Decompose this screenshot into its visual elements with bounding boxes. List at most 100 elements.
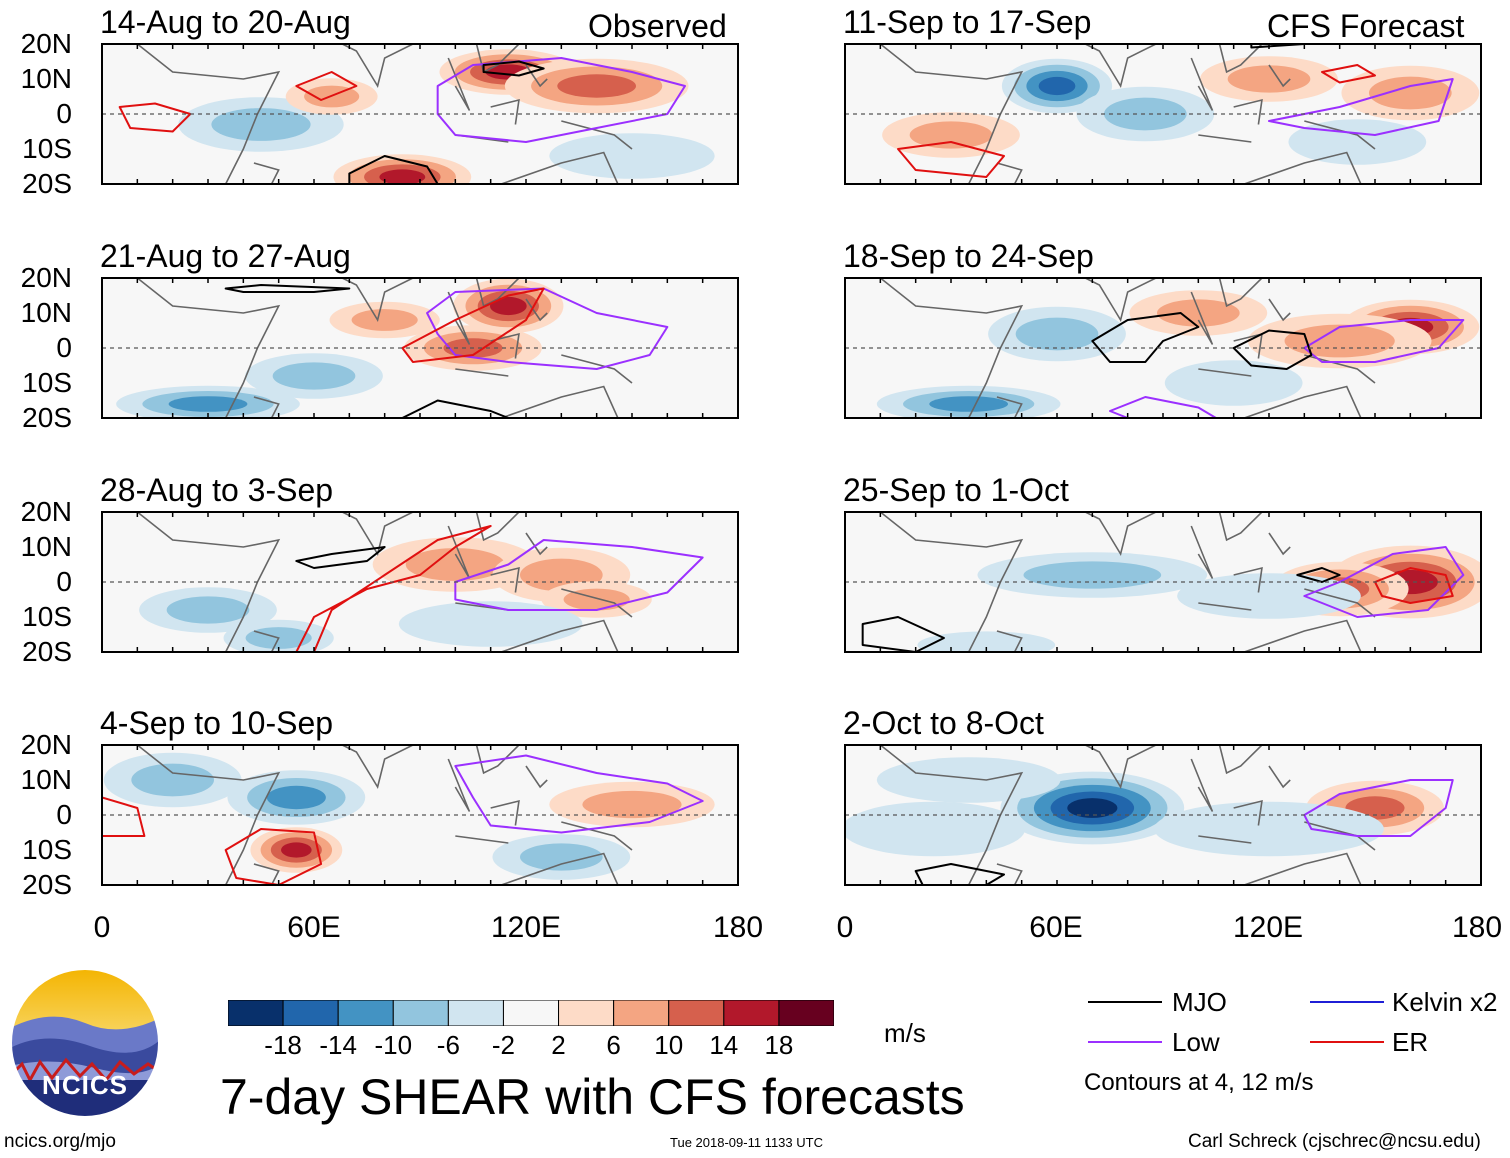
shear-anomaly-area xyxy=(1154,801,1384,857)
lat-tick-label: 10N xyxy=(20,297,72,328)
contour-black xyxy=(1296,567,1341,583)
lat-tick-label: 10N xyxy=(20,531,72,562)
contour-red xyxy=(1374,567,1454,604)
lat-tick-label: 20N xyxy=(20,496,72,527)
coastline xyxy=(136,745,633,885)
shear-anomaly-area xyxy=(1227,65,1311,93)
contour-black xyxy=(224,284,351,293)
coastline xyxy=(136,278,633,418)
colorbar-swatch xyxy=(337,999,394,1027)
shear-anomaly-area xyxy=(489,296,527,316)
shear-anomaly-area xyxy=(1284,324,1395,358)
coastline xyxy=(879,44,1376,184)
colorbar-swatch xyxy=(613,999,670,1027)
map-panel xyxy=(844,744,1482,886)
lon-tick-left-60e: 60E xyxy=(287,911,341,944)
shear-anomaly-area xyxy=(272,362,356,390)
colorbar-tick-label: -6 xyxy=(436,1030,460,1060)
legend-label-mjo: MJO xyxy=(1172,987,1227,1017)
contour-black xyxy=(1232,329,1313,370)
lat-tick-label: 20N xyxy=(20,28,72,59)
coastline xyxy=(879,512,1376,652)
contour-red xyxy=(295,525,492,652)
ncics-logo-graphic xyxy=(10,968,160,1118)
shear-anomaly-area xyxy=(876,757,1061,803)
shear-anomaly-area xyxy=(1038,76,1076,96)
shear-anomaly-area xyxy=(519,843,603,871)
contour-black xyxy=(401,399,510,418)
colorbar-tick-label: -10 xyxy=(374,1030,413,1060)
map-panel xyxy=(844,511,1482,653)
colorbar-swatch xyxy=(723,999,780,1027)
shear-anomaly-area xyxy=(351,309,418,331)
contour-black xyxy=(861,616,945,652)
lat-tick-label: 10N xyxy=(20,764,72,795)
map-panel xyxy=(101,744,739,886)
colorbar-tick-label: -2 xyxy=(491,1030,516,1060)
panel-title: 14-Aug to 20-Aug xyxy=(100,4,351,40)
lon-tick-right-180: 180 xyxy=(1451,911,1503,944)
contour-red xyxy=(897,141,1005,178)
map-panel xyxy=(101,43,739,185)
lat-tick-label: 20N xyxy=(20,729,72,760)
legend-label-kelvin: Kelvin x2 xyxy=(1392,987,1498,1017)
panel-tag: CFS Forecast xyxy=(1267,8,1465,44)
shear-anomaly-area xyxy=(1015,317,1099,351)
shear-anomaly-area xyxy=(1177,573,1361,619)
colorbar-swatch xyxy=(282,999,339,1027)
colorbar-swatch xyxy=(558,999,615,1027)
contour-purple xyxy=(454,539,704,611)
contour-red xyxy=(1321,64,1376,84)
shear-anomaly-area xyxy=(557,74,637,98)
site-link[interactable]: ncics.org/mjo xyxy=(4,1131,116,1152)
contour-black xyxy=(482,60,545,77)
legend-label-er: ER xyxy=(1392,1027,1429,1057)
panel-title: 21-Aug to 27-Aug xyxy=(100,238,351,274)
shear-anomaly-area xyxy=(1023,561,1162,589)
colorbar-swatch xyxy=(502,999,560,1027)
shear-anomaly-area xyxy=(1368,76,1452,110)
contour-purple xyxy=(1303,779,1454,837)
lat-tick-label: 20S xyxy=(22,402,72,433)
lat-tick-label: 10S xyxy=(22,601,72,632)
shear-anomaly-area xyxy=(1067,798,1118,818)
lat-tick-label: 0 xyxy=(56,332,72,363)
lat-tick-label: 0 xyxy=(56,98,72,129)
lat-tick-label: 20S xyxy=(22,869,72,900)
shear-anomaly-area xyxy=(398,601,583,647)
contour-red xyxy=(224,828,323,885)
contour-purple xyxy=(1303,319,1465,363)
shear-anomaly-area xyxy=(1103,97,1187,131)
shear-anomaly-area xyxy=(166,596,250,624)
shear-anomaly-area xyxy=(168,396,248,412)
shear-anomaly-area xyxy=(845,801,1026,857)
contour-red xyxy=(295,71,358,101)
map-panel xyxy=(101,277,739,419)
shear-anomaly-area xyxy=(917,631,1056,652)
coastline xyxy=(136,512,633,652)
contour-black xyxy=(1091,312,1200,363)
shear-anomaly-area xyxy=(405,548,505,581)
lon-tick-left-120e: 120E xyxy=(490,911,562,944)
legend-label-low: Low xyxy=(1172,1027,1220,1057)
shear-anomaly-area xyxy=(582,790,682,819)
contour-purple xyxy=(1109,396,1217,418)
shear-anomaly-area xyxy=(549,133,715,179)
lon-tick-left-0: 0 xyxy=(93,911,111,944)
lat-tick-label: 10S xyxy=(22,367,72,398)
colorbar-swatches xyxy=(227,999,835,1027)
map-panel xyxy=(844,43,1482,185)
shear-anomaly-area xyxy=(266,785,326,810)
shear-anomaly-area xyxy=(379,169,426,184)
shear-anomaly-area xyxy=(929,396,1009,412)
lat-tick-label: 10N xyxy=(20,63,72,94)
lon-tick-left-180: 180 xyxy=(712,911,764,944)
colorbar-swatch xyxy=(447,999,504,1027)
contour-purple xyxy=(1303,546,1465,618)
colorbar-tick-label: -14 xyxy=(319,1030,357,1060)
shear-anomaly-area xyxy=(1164,360,1303,406)
map-panel xyxy=(101,511,739,653)
contour-red xyxy=(118,102,192,133)
contour-red xyxy=(102,796,146,837)
colorbar-tick-label: 14 xyxy=(709,1030,739,1060)
